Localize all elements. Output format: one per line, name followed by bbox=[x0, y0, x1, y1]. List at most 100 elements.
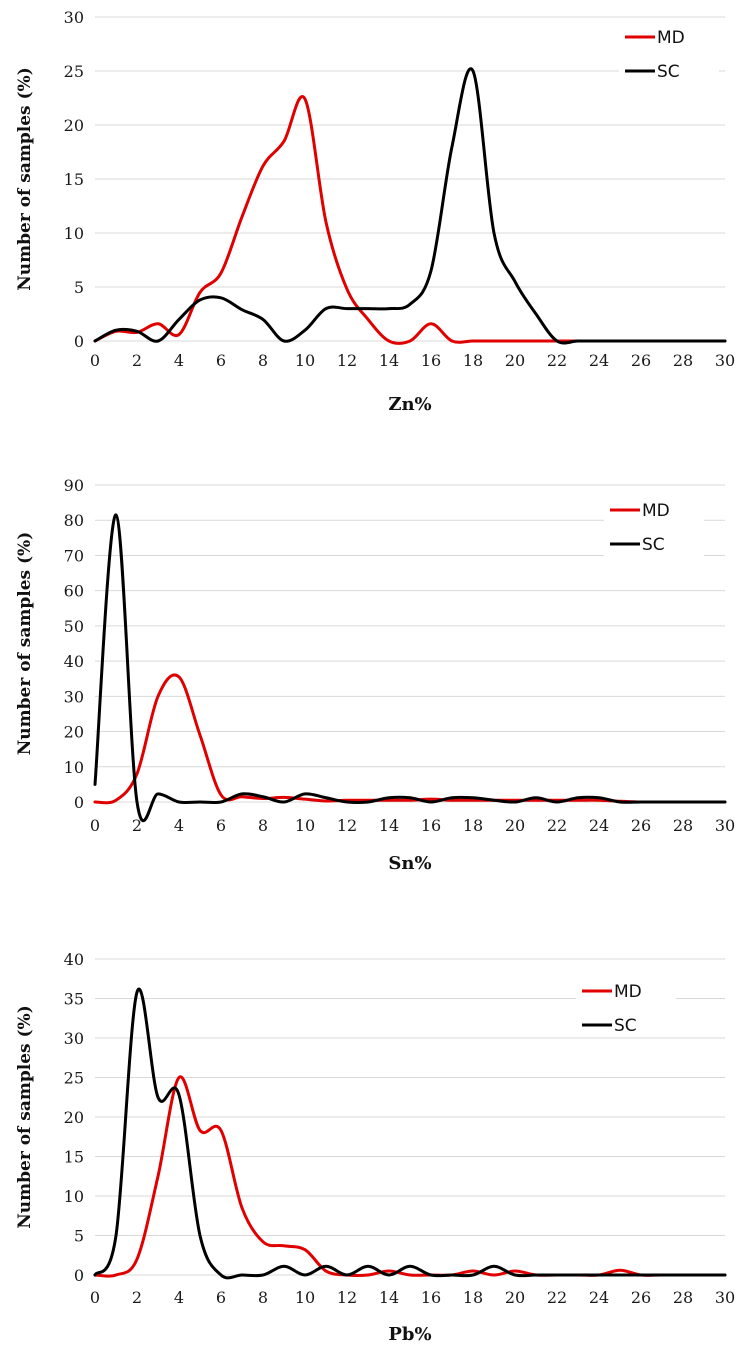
x-tick-label: 6 bbox=[216, 816, 226, 835]
x-tick-label: 14 bbox=[379, 1288, 399, 1307]
x-tick-label: 8 bbox=[258, 1288, 268, 1307]
x-tick-label: 18 bbox=[463, 351, 483, 370]
x-axis-label: Sn% bbox=[388, 853, 431, 874]
y-tick-label: 10 bbox=[64, 1187, 84, 1206]
x-tick-label: 2 bbox=[132, 816, 142, 835]
y-tick-label: 80 bbox=[64, 511, 84, 530]
x-tick-label: 2 bbox=[132, 351, 142, 370]
x-tick-label: 22 bbox=[547, 351, 567, 370]
y-tick-label: 30 bbox=[64, 1029, 84, 1048]
x-tick-label: 10 bbox=[295, 351, 315, 370]
y-tick-label: 20 bbox=[64, 116, 84, 135]
x-tick-label: 12 bbox=[337, 816, 357, 835]
x-tick-label: 14 bbox=[379, 816, 399, 835]
y-tick-label: 0 bbox=[74, 793, 84, 812]
series-line-sc bbox=[93, 513, 727, 823]
x-tick-label: 2 bbox=[132, 1288, 142, 1307]
y-tick-label: 10 bbox=[64, 224, 84, 243]
y-tick-label: 40 bbox=[64, 652, 84, 671]
x-tick-label: 0 bbox=[90, 1288, 100, 1307]
x-tick-label: 8 bbox=[258, 351, 268, 370]
x-tick-label: 20 bbox=[505, 351, 525, 370]
y-tick-label: 5 bbox=[74, 1227, 84, 1246]
x-tick-label: 20 bbox=[505, 816, 525, 835]
x-tick-label: 24 bbox=[589, 1288, 609, 1307]
y-axis-label: Number of samples (%) bbox=[15, 67, 35, 291]
x-tick-label: 16 bbox=[421, 351, 441, 370]
x-tick-label: 4 bbox=[174, 816, 184, 835]
y-tick-label: 25 bbox=[64, 62, 84, 81]
legend-label-md: MD bbox=[614, 982, 642, 1002]
x-tick-label: 26 bbox=[631, 1288, 651, 1307]
x-tick-label: 24 bbox=[589, 816, 609, 835]
sn-chart-panel: 0 10 20 30 40 50 60 70 80 90 0 2 4 6 8 10 12 14 16 18 20 22 24… bbox=[0, 460, 739, 900]
x-tick-label: 12 bbox=[337, 1288, 357, 1307]
x-tick-label: 4 bbox=[174, 1288, 184, 1307]
legend-label-md: MD bbox=[642, 501, 670, 521]
x-tick-label: 28 bbox=[673, 816, 693, 835]
y-tick-label: 25 bbox=[64, 1069, 84, 1088]
y-tick-label: 0 bbox=[74, 1266, 84, 1285]
x-tick-label: 26 bbox=[631, 351, 651, 370]
series-line-md bbox=[93, 1075, 727, 1278]
x-axis-label: Zn% bbox=[388, 394, 431, 415]
pb-chart-panel: 0 5 10 15 20 25 30 35 40 0 2 4 6 8 10 12 14 16 18 20 22 24 26 2… bbox=[0, 935, 739, 1352]
x-tick-label: 18 bbox=[463, 816, 483, 835]
x-tick-label: 6 bbox=[216, 351, 226, 370]
y-tick-label: 40 bbox=[64, 950, 84, 969]
x-tick-label: 18 bbox=[463, 1288, 483, 1307]
x-tick-label: 0 bbox=[90, 816, 100, 835]
y-tick-label: 60 bbox=[64, 582, 84, 601]
x-tick-label: 28 bbox=[673, 1288, 693, 1307]
x-tick-label: 10 bbox=[295, 816, 315, 835]
x-tick-label: 8 bbox=[258, 816, 268, 835]
zn-chart-panel: 0 5 10 15 20 25 30 0 2 4 6 8 10 12 14 16 18 20 22 24 26 28 30 Z… bbox=[0, 0, 739, 440]
x-tick-label: 26 bbox=[631, 816, 651, 835]
series-line-md bbox=[93, 673, 727, 805]
series-line-sc bbox=[93, 987, 727, 1280]
x-tick-label: 30 bbox=[715, 816, 735, 835]
series-line-md bbox=[93, 95, 727, 345]
y-axis-label: Number of samples (%) bbox=[15, 532, 35, 756]
x-tick-label: 24 bbox=[589, 351, 609, 370]
x-tick-label: 22 bbox=[547, 816, 567, 835]
x-tick-label: 16 bbox=[421, 816, 441, 835]
x-tick-label: 10 bbox=[295, 1288, 315, 1307]
x-axis-label: Pb% bbox=[388, 1324, 431, 1345]
y-tick-label: 20 bbox=[64, 723, 84, 742]
x-tick-label: 6 bbox=[216, 1288, 226, 1307]
legend-label-sc: SC bbox=[657, 62, 680, 82]
x-tick-label: 14 bbox=[379, 351, 399, 370]
x-tick-label: 22 bbox=[547, 1288, 567, 1307]
x-tick-label: 12 bbox=[337, 351, 357, 370]
legend: MD SC bbox=[604, 492, 704, 556]
legend-label-sc: SC bbox=[642, 535, 665, 555]
x-tick-label: 4 bbox=[174, 351, 184, 370]
y-tick-label: 5 bbox=[74, 278, 84, 297]
y-tick-label: 10 bbox=[64, 758, 84, 777]
y-tick-label: 35 bbox=[64, 990, 84, 1009]
legend-label-sc: SC bbox=[614, 1016, 637, 1036]
legend: MD SC bbox=[576, 973, 676, 1037]
x-tick-label: 0 bbox=[90, 351, 100, 370]
y-tick-label: 70 bbox=[64, 546, 84, 565]
y-tick-label: 30 bbox=[64, 687, 84, 706]
x-tick-label: 28 bbox=[673, 351, 693, 370]
x-tick-label: 16 bbox=[421, 1288, 441, 1307]
y-tick-label: 20 bbox=[64, 1108, 84, 1127]
x-tick-label: 30 bbox=[715, 1288, 735, 1307]
y-tick-label: 15 bbox=[64, 1148, 84, 1167]
y-tick-label: 0 bbox=[74, 332, 84, 351]
gridlines bbox=[95, 16, 725, 342]
y-tick-label: 15 bbox=[64, 170, 84, 189]
legend-label-md: MD bbox=[657, 28, 685, 48]
x-tick-label: 30 bbox=[715, 351, 735, 370]
y-axis-label: Number of samples (%) bbox=[15, 1005, 35, 1229]
x-tick-label: 20 bbox=[505, 1288, 525, 1307]
y-tick-label: 30 bbox=[64, 8, 84, 27]
y-tick-label: 90 bbox=[64, 476, 84, 495]
legend: MD SC bbox=[619, 19, 719, 83]
